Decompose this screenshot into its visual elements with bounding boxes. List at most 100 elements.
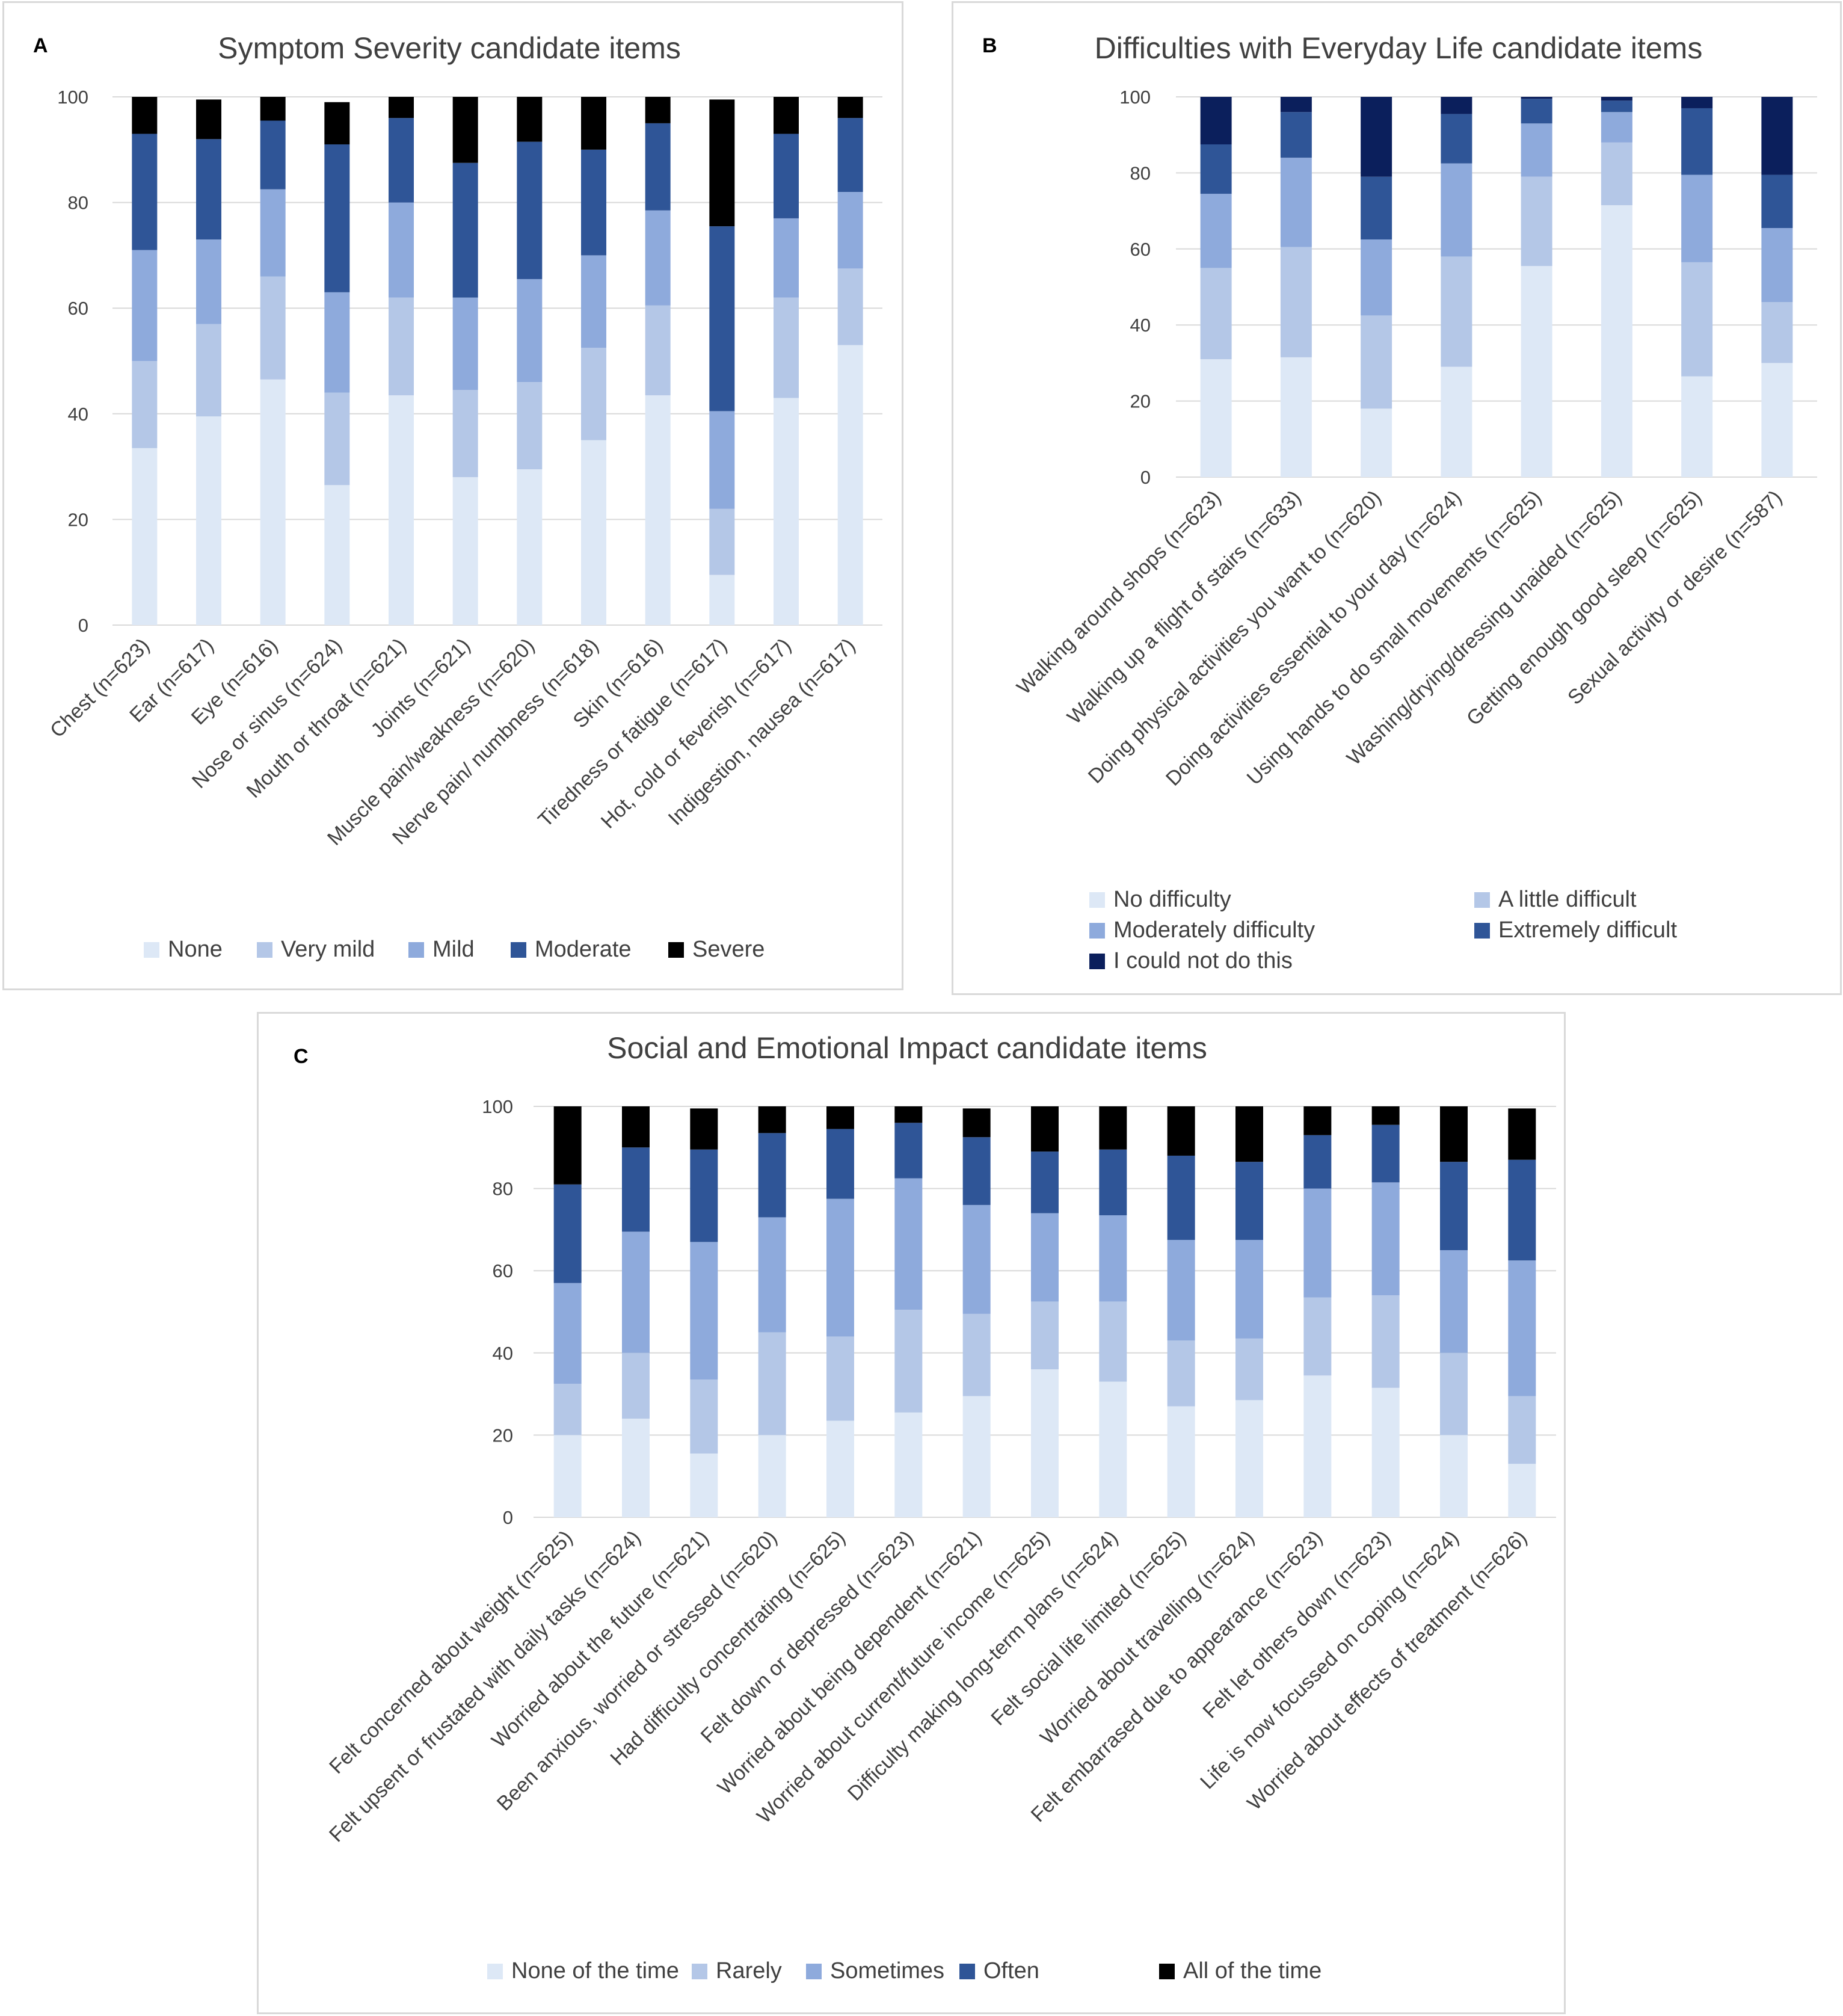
bar-segment bbox=[1361, 176, 1392, 239]
bar-segment bbox=[389, 297, 414, 396]
legend-label: None bbox=[168, 937, 223, 962]
bar-segment bbox=[1761, 174, 1793, 229]
bar-segment bbox=[1521, 99, 1552, 124]
bar-segment bbox=[1031, 1106, 1059, 1152]
bar-segment bbox=[1361, 239, 1392, 316]
bar-segment bbox=[962, 1204, 991, 1314]
bar-segment bbox=[324, 292, 350, 393]
bar-segment bbox=[622, 1231, 650, 1353]
bar-segment bbox=[1601, 100, 1632, 113]
bar-segment bbox=[837, 345, 863, 625]
bar-segment bbox=[1440, 1162, 1468, 1251]
bar-segment bbox=[1031, 1369, 1059, 1517]
panel-letter: B bbox=[982, 34, 997, 57]
bar-segment bbox=[196, 99, 221, 140]
bar-segment bbox=[709, 99, 735, 227]
bar-segment bbox=[452, 162, 478, 298]
bar-segment bbox=[1280, 357, 1312, 477]
bar-segment bbox=[1441, 366, 1472, 477]
bar-segment bbox=[1441, 163, 1472, 257]
chart-title: Difficulties with Everyday Life candidat… bbox=[1095, 31, 1703, 65]
bar-segment bbox=[260, 120, 286, 190]
bar-segment bbox=[1235, 1106, 1263, 1162]
bar-segment bbox=[132, 361, 158, 448]
bar-segment bbox=[758, 1217, 786, 1333]
bar-segment bbox=[826, 1336, 854, 1421]
bar-segment bbox=[709, 508, 735, 575]
x-tick-label: Felt upsent or frustated with daily task… bbox=[325, 1526, 645, 1847]
bar-segment bbox=[1099, 1215, 1127, 1302]
bar-segment bbox=[1681, 97, 1713, 108]
bar-segment bbox=[894, 1412, 923, 1517]
legend-swatch bbox=[692, 1964, 707, 1979]
bar-segment bbox=[1280, 97, 1312, 113]
legend-swatch bbox=[144, 942, 159, 958]
bar-segment bbox=[389, 395, 414, 625]
bar-segment bbox=[1761, 97, 1793, 175]
y-tick-label: 60 bbox=[68, 298, 88, 319]
bar-segment bbox=[1681, 174, 1713, 262]
bar-segment bbox=[962, 1137, 991, 1205]
legend-swatch bbox=[959, 1964, 975, 1979]
bar-segment bbox=[774, 134, 799, 218]
y-tick-label: 40 bbox=[493, 1343, 513, 1364]
bar-segment bbox=[1167, 1239, 1195, 1341]
bar-segment bbox=[1099, 1149, 1127, 1215]
bar-segment bbox=[894, 1178, 923, 1310]
legend-swatch bbox=[1474, 923, 1490, 939]
bar-segment bbox=[709, 575, 735, 625]
legend-label: Very mild bbox=[281, 937, 375, 962]
bar-segment bbox=[1681, 262, 1713, 377]
x-tick-label: Chest (n=623) bbox=[46, 634, 154, 742]
bar-segment bbox=[132, 97, 158, 134]
bar-segment bbox=[1303, 1188, 1332, 1298]
legend-swatch bbox=[1089, 923, 1105, 939]
bar-segment bbox=[1235, 1400, 1263, 1517]
bar-segment bbox=[1303, 1106, 1332, 1135]
y-tick-label: 20 bbox=[68, 509, 88, 530]
legend-label: Moderately difficulty bbox=[1113, 917, 1315, 943]
bar-segment bbox=[1440, 1106, 1468, 1162]
bar-segment bbox=[1031, 1213, 1059, 1302]
bar-segment bbox=[622, 1419, 650, 1517]
bar-segment bbox=[774, 297, 799, 398]
legend-swatch bbox=[1159, 1964, 1175, 1979]
legend-label: All of the time bbox=[1183, 1958, 1321, 1984]
bar-segment bbox=[132, 134, 158, 250]
bar-segment bbox=[690, 1108, 718, 1150]
bar-segment bbox=[709, 411, 735, 509]
y-tick-label: 60 bbox=[1130, 239, 1151, 260]
chart-a: A Symptom Severity candidate items 0 20 40 60… bbox=[33, 31, 882, 962]
bar-segment bbox=[517, 469, 543, 625]
bar-segment bbox=[1440, 1352, 1468, 1435]
legend-swatch bbox=[1089, 954, 1105, 969]
x-tick-label: Using hands to do small movements (n=625… bbox=[1243, 486, 1546, 790]
bar-segment bbox=[1521, 123, 1552, 177]
bar-segment bbox=[1371, 1387, 1400, 1517]
bar-segment bbox=[1200, 97, 1232, 144]
y-tick-label: 20 bbox=[493, 1425, 513, 1446]
bar-segment bbox=[1200, 359, 1232, 477]
bar-segment bbox=[894, 1310, 923, 1413]
bar-segment bbox=[260, 189, 286, 277]
y-tick-label: 100 bbox=[482, 1096, 513, 1117]
y-tick-label: 100 bbox=[1119, 87, 1151, 108]
bar-segment bbox=[1167, 1406, 1195, 1517]
y-tick-label: 60 bbox=[493, 1260, 513, 1281]
bar-segment bbox=[1441, 97, 1472, 114]
bar-segment bbox=[1031, 1301, 1059, 1370]
panel-c: C Social and Emotional Impact candidate i… bbox=[257, 1012, 1566, 2014]
x-tick-label: Had difficulty concentrating (n=625) bbox=[606, 1526, 849, 1770]
bar-segment bbox=[1508, 1159, 1536, 1261]
y-tick-label: 40 bbox=[1130, 315, 1151, 336]
bar-segment bbox=[1303, 1135, 1332, 1189]
x-tick-label: Washing/drying/dressing unaided (n=625) bbox=[1343, 486, 1626, 770]
legend-label: Mild bbox=[432, 937, 475, 962]
bar-segment bbox=[1099, 1381, 1127, 1517]
bar-segment bbox=[1361, 315, 1392, 409]
bar-segment bbox=[553, 1435, 582, 1517]
bar-segment bbox=[622, 1106, 650, 1148]
bar-segment bbox=[1235, 1239, 1263, 1339]
panel-letter: A bbox=[33, 34, 48, 57]
bar-segment bbox=[1167, 1340, 1195, 1407]
